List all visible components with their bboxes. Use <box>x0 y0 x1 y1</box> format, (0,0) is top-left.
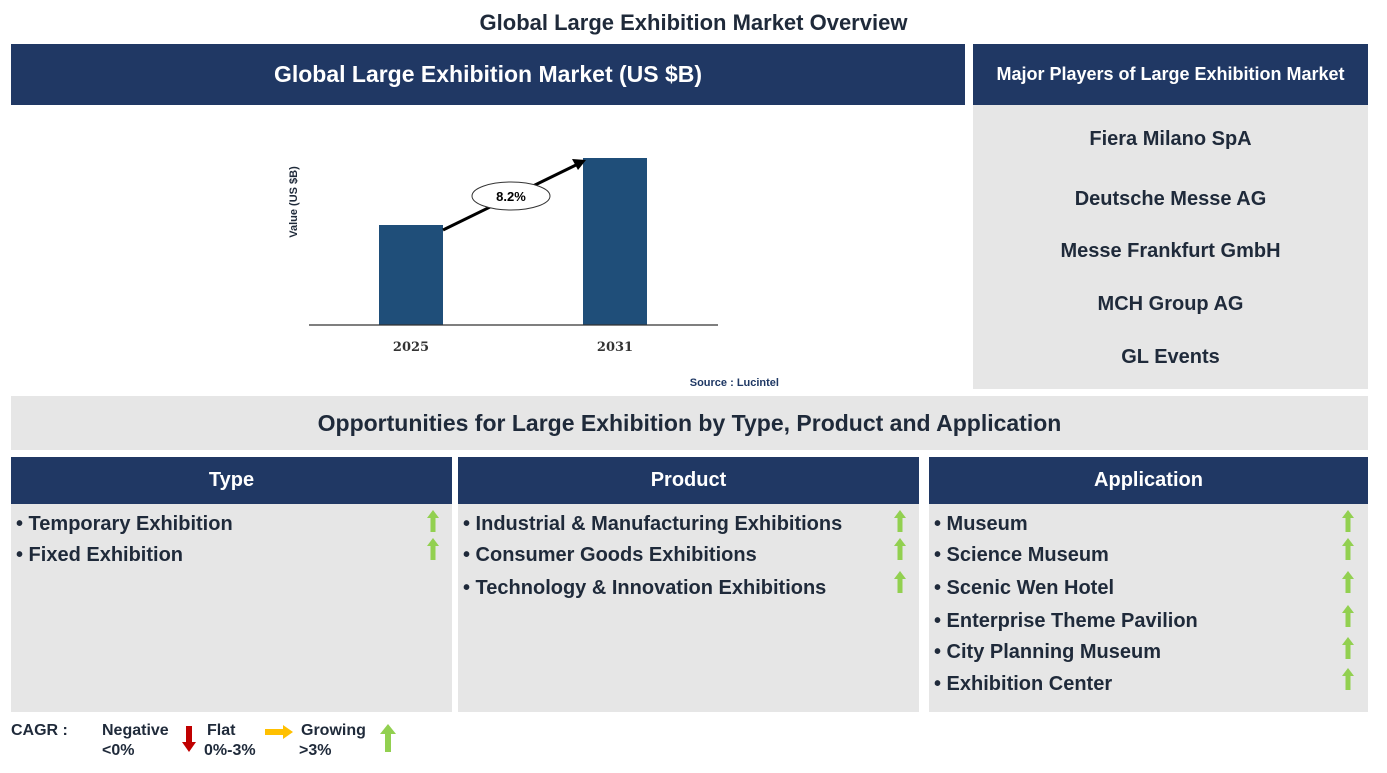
legend-negative-label: Negative <box>102 722 169 739</box>
list-item: • Museum <box>934 513 1028 535</box>
right-arrow-icon <box>265 725 293 739</box>
x-tick-2025: 2025 <box>393 340 429 355</box>
legend-growing-range: >3% <box>299 742 332 759</box>
legend-growing-label: Growing <box>301 722 366 739</box>
market-chart-header: Global Large Exhibition Market (US $B) <box>11 44 965 105</box>
up-arrow-icon <box>1342 538 1354 560</box>
list-item: • Science Museum <box>934 544 1109 566</box>
major-players-header: Major Players of Large Exhibition Market <box>973 44 1368 105</box>
legend-flat-range: 0%-3% <box>204 742 256 759</box>
list-item: • Temporary Exhibition <box>16 513 233 535</box>
list-item: • City Planning Museum <box>934 641 1162 663</box>
market-bar-chart: Value (US $B) 8.2% 2025 2031 Source : Lu… <box>288 158 779 389</box>
cagr-annotation: 8.2% <box>496 189 526 204</box>
up-arrow-icon <box>894 510 906 532</box>
x-tick-2031: 2031 <box>597 340 633 355</box>
up-arrow-icon <box>1342 668 1354 690</box>
player-item: Fiera Milano SpA <box>1089 128 1252 150</box>
up-arrow-icon <box>427 538 439 560</box>
list-item: • Technology & Innovation Exhibitions <box>463 577 827 599</box>
product-column-body: • Industrial & Manufacturing Exhibitions… <box>458 504 919 712</box>
cagr-ellipse <box>471 181 551 211</box>
player-item: Deutsche Messe AG <box>1074 188 1267 210</box>
type-column-header: Type <box>11 457 452 504</box>
opportunities-title: Opportunities for Large Exhibition by Ty… <box>11 396 1368 450</box>
player-item: GL Events <box>1121 346 1220 368</box>
up-arrow-icon <box>380 724 396 752</box>
list-item: • Exhibition Center <box>934 673 1113 695</box>
up-arrow-icon <box>1342 571 1354 593</box>
legend-negative-range: <0% <box>102 742 135 759</box>
legend-label: CAGR : <box>11 722 68 739</box>
player-item: Messe Frankfurt GmbH <box>1060 240 1281 262</box>
application-column-body: • Museum • Science Museum • Scenic Wen H… <box>929 504 1368 712</box>
up-arrow-icon <box>894 538 906 560</box>
application-column-header: Application <box>929 457 1368 504</box>
list-item: • Scenic Wen Hotel <box>934 577 1115 599</box>
up-arrow-icon <box>1342 510 1354 532</box>
major-players-list: Fiera Milano SpA Deutsche Messe AG Messe… <box>973 105 1368 389</box>
up-arrow-icon <box>1342 605 1354 627</box>
list-item: • Fixed Exhibition <box>16 544 184 566</box>
up-arrow-icon <box>427 510 439 532</box>
cagr-legend: CAGR : Negative <0% Flat 0%-3% Growing >… <box>11 720 431 770</box>
bar-2031 <box>583 158 647 325</box>
page-title: Global Large Exhibition Market Overview <box>479 10 908 35</box>
list-item: • Industrial & Manufacturing Exhibitions <box>463 513 843 535</box>
down-arrow-icon <box>182 726 196 752</box>
bar-2025 <box>379 225 443 325</box>
type-column-body: • Temporary Exhibition • Fixed Exhibitio… <box>11 504 452 712</box>
player-item: MCH Group AG <box>1097 293 1244 315</box>
up-arrow-icon <box>1342 637 1354 659</box>
list-item: • Enterprise Theme Pavilion <box>934 610 1198 632</box>
legend-flat-label: Flat <box>207 722 236 739</box>
y-axis-label: Value (US $B) <box>288 166 300 238</box>
up-arrow-icon <box>894 571 906 593</box>
growth-arrow-head <box>572 159 586 170</box>
product-column-header: Product <box>458 457 919 504</box>
source-label: Source : Lucintel <box>690 377 779 389</box>
list-item: • Consumer Goods Exhibitions <box>463 544 757 566</box>
